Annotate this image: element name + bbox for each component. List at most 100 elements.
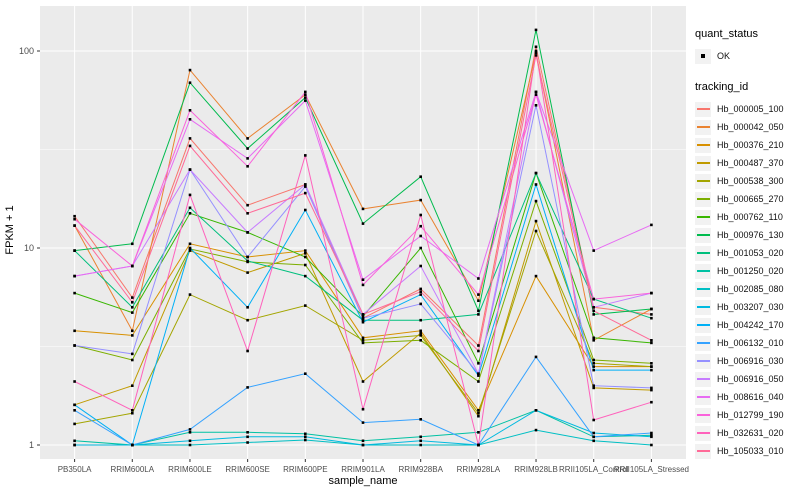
data-point [534, 274, 538, 278]
data-point [246, 137, 249, 140]
data-point [534, 355, 538, 359]
series-color-swatch [695, 245, 711, 261]
series-color-swatch [695, 443, 711, 459]
x-tick-label: RRIM600SE [225, 465, 269, 474]
data-point [73, 224, 76, 227]
data-point [650, 339, 653, 342]
y-axis-title: FPKM + 1 [4, 205, 16, 254]
legend-item-Hb_000976_130: Hb_000976_130 [695, 226, 799, 244]
data-point [650, 313, 653, 316]
data-point [419, 234, 422, 238]
y-tick-label: 100 [19, 46, 34, 56]
x-tick-label: RRII105LA_Control [559, 465, 629, 474]
data-point [592, 309, 595, 313]
data-point [131, 411, 134, 415]
data-point [73, 409, 76, 412]
data-point [361, 278, 365, 281]
data-point [419, 443, 422, 447]
data-point [477, 277, 480, 280]
legend-item-label: Hb_004242_170 [717, 320, 784, 330]
data-point [592, 358, 595, 362]
series-color-swatch [695, 191, 711, 207]
data-point [188, 137, 192, 140]
x-tick-label: RRIM600LA [110, 465, 154, 474]
data-point [304, 255, 307, 259]
legend-item-label: Hb_000487_370 [717, 158, 784, 168]
data-point [188, 242, 192, 246]
data-point [246, 147, 249, 150]
data-point [304, 432, 307, 436]
legend-item-label: Hb_003207_030 [717, 302, 784, 312]
data-point [477, 299, 480, 302]
series-color-swatch [695, 353, 711, 369]
data-point [188, 206, 192, 210]
data-point [361, 313, 365, 316]
series-color-swatch [695, 371, 711, 387]
data-point [650, 443, 653, 447]
data-point [534, 54, 538, 57]
legend-item-label: Hb_008616_040 [717, 392, 784, 402]
data-point [361, 320, 365, 324]
data-point [361, 407, 365, 411]
data-point [188, 428, 192, 431]
legend-tracking-list: Hb_000005_100 Hb_000042_050 Hb_000376_210 H… [695, 100, 799, 460]
x-axis-title: sample_name [328, 475, 397, 487]
data-point [361, 341, 365, 345]
legend-item-label: Hb_000665_270 [717, 194, 784, 204]
data-point [304, 304, 307, 307]
series-color-swatch [695, 425, 711, 441]
data-point [592, 431, 595, 435]
data-point [419, 331, 422, 335]
data-point [188, 246, 192, 250]
series-color-swatch [695, 155, 711, 171]
y-tick-label: 10 [24, 243, 34, 253]
data-point [73, 249, 76, 252]
data-point [477, 372, 480, 375]
data-point [592, 386, 595, 390]
data-point [246, 165, 249, 168]
legend-quant-status: quant_status OK [695, 28, 799, 65]
legend-item-Hb_000762_110: Hb_000762_110 [695, 208, 799, 226]
data-point [477, 443, 480, 447]
data-point [419, 329, 422, 333]
legend-item-Hb_006916_030: Hb_006916_030 [695, 352, 799, 370]
data-point [650, 362, 653, 365]
data-point [246, 231, 249, 234]
data-point [131, 334, 134, 337]
series-color-swatch [695, 119, 711, 135]
data-point [361, 421, 365, 424]
data-point [419, 435, 422, 439]
legend-item-Hb_000538_300: Hb_000538_300 [695, 172, 799, 190]
data-point [650, 368, 653, 372]
data-point [419, 293, 422, 296]
data-point [419, 339, 422, 342]
series-color-swatch [695, 317, 711, 333]
data-point [131, 352, 134, 356]
data-point [131, 301, 134, 304]
data-point [304, 99, 307, 102]
ok-point-icon [695, 48, 711, 64]
legend-tracking-id: tracking_id Hb_000005_100 Hb_000042_050 Hb… [695, 81, 799, 460]
data-point [650, 434, 653, 437]
data-point [188, 249, 192, 252]
data-point [592, 418, 595, 422]
data-point [131, 384, 134, 387]
data-point [246, 349, 249, 353]
data-point [361, 443, 365, 447]
data-point [246, 431, 249, 434]
legend-item-label: Hb_105033_010 [717, 446, 784, 456]
data-point [419, 302, 422, 306]
data-point [477, 380, 480, 383]
series-color-swatch [695, 137, 711, 153]
data-point [246, 386, 249, 389]
data-point [534, 409, 538, 412]
data-point [304, 249, 307, 252]
legend-item-label: OK [717, 51, 731, 61]
legend-item-label: Hb_001053_020 [717, 248, 784, 258]
data-point [419, 287, 422, 291]
data-point [304, 90, 307, 94]
series-color-swatch [695, 263, 711, 279]
data-point [419, 264, 422, 268]
data-point [419, 224, 422, 228]
data-point [188, 443, 192, 447]
